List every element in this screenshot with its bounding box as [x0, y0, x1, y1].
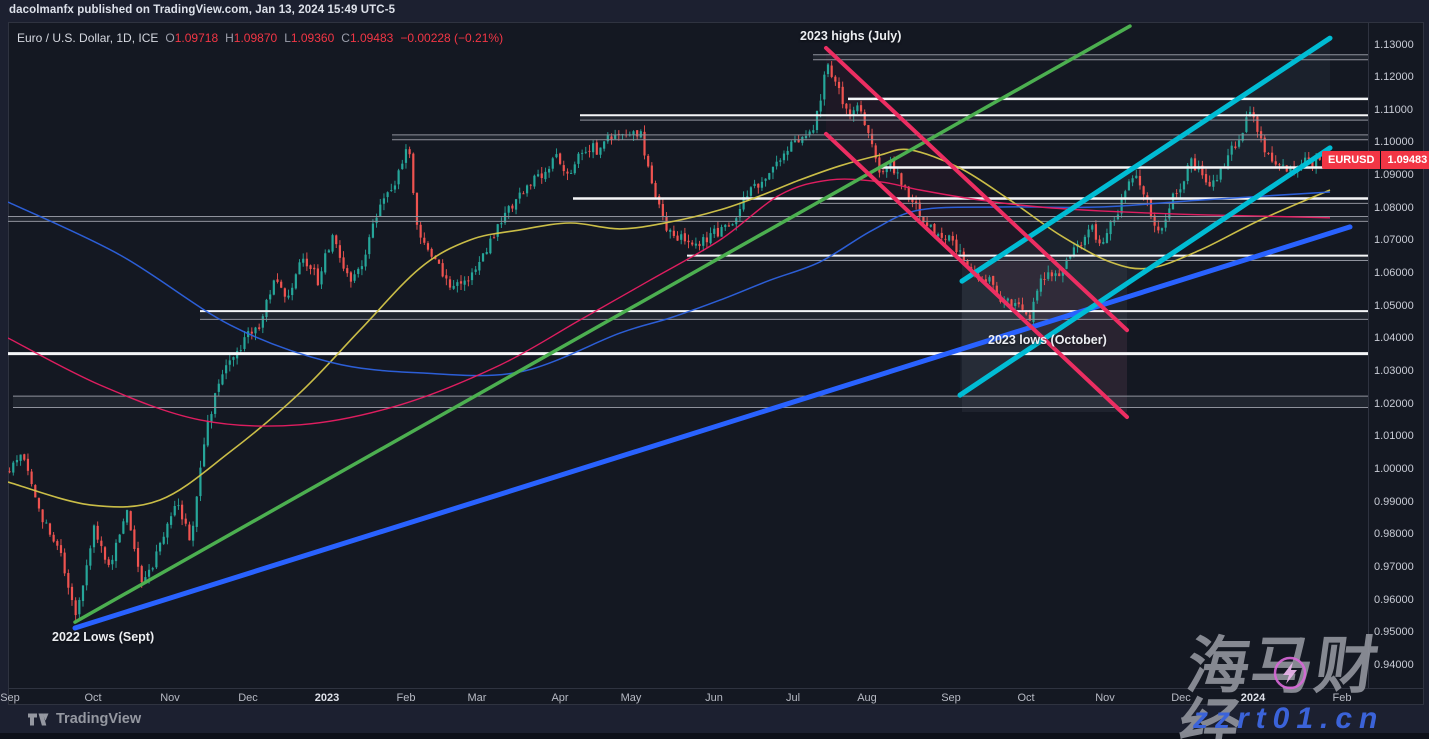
time-axis-label: May	[620, 692, 642, 704]
last-price-value: 1.09483	[1381, 151, 1429, 169]
time-axis-label: Mar	[467, 692, 487, 704]
time-axis-label: Apr	[551, 692, 569, 704]
time-axis-label: Oct	[1017, 692, 1035, 704]
close-label: C	[341, 31, 350, 45]
close-value: 1.09483	[349, 31, 394, 45]
last-price-badge[interactable]: EURUSD 1.09483	[1322, 151, 1429, 169]
annotation-2023-highs: 2023 highs (July)	[800, 29, 902, 43]
annotation-2023-lows: 2023 lows (October)	[988, 333, 1107, 347]
price-axis-label: 1.10000	[1374, 136, 1414, 149]
price-axis-label: 1.05000	[1374, 299, 1414, 312]
symbol-ohlc-header[interactable]: Euro / U.S. Dollar, 1D, ICE O1.09718 H1.09…	[17, 31, 503, 45]
price-axis-label: 0.96000	[1374, 593, 1414, 606]
time-axis-label: Feb	[396, 692, 416, 704]
time-axis-label: Oct	[84, 692, 102, 704]
change-value: −0.00228 (−0.21%)	[400, 31, 504, 45]
price-axis-label: 0.98000	[1374, 528, 1414, 541]
annotation-2022-lows: 2022 Lows (Sept)	[52, 630, 155, 644]
chart-panel	[8, 22, 1424, 705]
low-label: L	[284, 31, 291, 45]
time-axis-label: Nov	[1095, 692, 1115, 704]
price-axis-label: 1.09000	[1374, 169, 1414, 182]
tradingview-logo-text: TradingView	[56, 711, 142, 727]
publish-info-bar: dacolmanfx published on TradingView.com,…	[9, 4, 396, 16]
price-axis-label: 1.11000	[1374, 103, 1413, 116]
watermark-lightning-icon	[1273, 656, 1307, 690]
time-axis-separator	[8, 688, 1424, 689]
time-axis-label: Jun	[705, 692, 723, 704]
price-axis-label: 1.06000	[1374, 267, 1414, 280]
time-axis-year-label: 2023	[314, 692, 340, 704]
price-axis-label: 0.99000	[1374, 495, 1414, 508]
price-axis-label: 0.95000	[1374, 626, 1414, 639]
time-axis-label: Nov	[160, 692, 180, 704]
time-axis-label: Feb	[1332, 692, 1352, 704]
time-axis-label: Sep	[0, 692, 20, 704]
footer-bar: TradingView	[0, 705, 1429, 733]
watermark-url-text: zzrt01.cn	[1193, 702, 1385, 735]
open-label: O	[165, 31, 175, 45]
bottom-strip	[0, 733, 1429, 739]
tradingview-logo[interactable]: TradingView	[28, 711, 141, 727]
time-axis-label: Dec	[1171, 692, 1191, 704]
price-axis-label: 1.00000	[1374, 463, 1414, 476]
price-axis-label: 1.04000	[1374, 332, 1414, 345]
symbol-title: Euro / U.S. Dollar, 1D, ICE	[17, 31, 159, 45]
price-axis-label: 1.01000	[1374, 430, 1414, 443]
low-value: 1.09360	[290, 31, 335, 45]
price-axis-separator	[1368, 22, 1369, 688]
last-price-symbol: EURUSD	[1322, 151, 1381, 169]
price-axis-label: 1.12000	[1374, 71, 1414, 84]
open-value: 1.09718	[174, 31, 219, 45]
time-axis-label: Jul	[785, 692, 801, 704]
time-axis-label: Dec	[238, 692, 258, 704]
time-axis-year-label: 2024	[1240, 692, 1266, 704]
price-axis-label: 0.94000	[1374, 659, 1414, 672]
price-axis-label: 1.07000	[1374, 234, 1414, 247]
time-axis-label: Aug	[857, 692, 877, 704]
tradingview-logo-icon	[28, 713, 49, 725]
price-axis-label: 1.03000	[1374, 365, 1414, 378]
time-axis-label: Sep	[941, 692, 961, 704]
price-axis-label: 1.02000	[1374, 397, 1414, 410]
price-axis-label: 1.08000	[1374, 201, 1414, 214]
price-axis-label: 0.97000	[1374, 561, 1414, 574]
price-axis-label: 1.13000	[1374, 38, 1414, 51]
high-label: H	[225, 31, 234, 45]
badge-divider	[1380, 151, 1382, 169]
high-value: 1.09870	[233, 31, 278, 45]
